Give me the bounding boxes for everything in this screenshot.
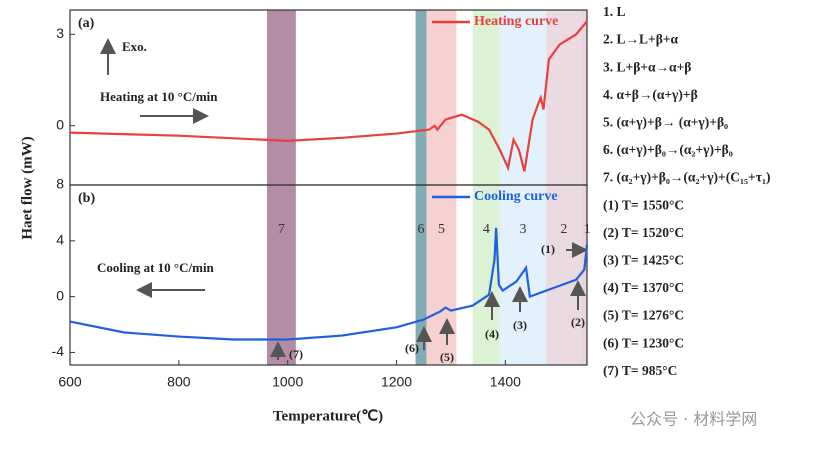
region-label: 3 <box>520 222 527 237</box>
y-tick-label: 4 <box>56 232 64 248</box>
marker-label: (2) <box>571 315 585 329</box>
region-label: 5 <box>438 222 445 237</box>
annotation: Cooling at 10 °C/min <box>97 260 215 275</box>
phase-list-item: (4) T= 1370°C <box>603 280 684 295</box>
region-label: 7 <box>278 222 285 237</box>
annotation: Heating at 10 °C/min <box>100 89 218 104</box>
region-label: 4 <box>483 222 490 237</box>
phase-list-item: (2) T= 1520°C <box>603 225 684 240</box>
phase-list-item: 4. α+β→(α+γ)+β <box>603 87 698 102</box>
x-tick-label: 800 <box>167 374 191 390</box>
x-axis-label: Temperature(℃) <box>273 408 383 424</box>
legend-label: Heating curve <box>474 14 558 29</box>
x-tick-label: 1000 <box>272 374 303 390</box>
y-tick-label: 0 <box>56 116 64 132</box>
x-tick-label: 600 <box>58 374 82 390</box>
watermark: 公众号 · 材料学网 <box>630 410 757 429</box>
marker-label: (5) <box>440 350 454 364</box>
phase-region <box>267 10 296 365</box>
marker-label: (4) <box>485 327 499 341</box>
phase-region <box>499 10 547 365</box>
phase-list-item: (5) T= 1276°C <box>603 308 684 323</box>
phase-list-item: (7) T= 985°C <box>603 363 677 378</box>
marker-label: (6) <box>405 341 419 355</box>
y-axis-label: Haet flow (mW) <box>19 136 35 239</box>
phase-region <box>426 10 457 365</box>
phase-list-item: 1. L <box>603 4 626 19</box>
phase-list-item: (6) T= 1230°C <box>603 335 684 350</box>
phase-region <box>415 10 427 365</box>
region-label: 6 <box>418 222 425 237</box>
phase-region <box>581 10 587 365</box>
y-tick-label: -4 <box>52 343 65 359</box>
phase-list-item: 6. (α+γ)+β₀→(α₂+γ)+β₀ <box>603 142 733 157</box>
phase-list-item: 7. (α₂+γ)+β₀→(α₂+γ)+(C₁₅+τ₁) <box>603 170 771 185</box>
plot-frame <box>69 184 588 366</box>
region-label: 2 <box>560 222 567 237</box>
annotation: Exo. <box>122 39 147 54</box>
y-tick-label: 0 <box>56 287 64 303</box>
phase-region <box>472 10 500 365</box>
marker-label: (1) <box>541 242 555 256</box>
phase-list-item: 3. L+β+α→α+β <box>603 59 691 74</box>
legend-label: Cooling curve <box>474 189 558 204</box>
phase-list-item: 2. L→L+β+α <box>603 32 679 47</box>
panel-label: (a) <box>78 16 95 31</box>
phase-list-item: (3) T= 1425°C <box>603 252 684 267</box>
marker-label: (3) <box>513 318 527 332</box>
y-tick-label: 3 <box>56 25 64 41</box>
phase-list-item: 5. (α+γ)+β→ (α+γ)+β₀ <box>603 114 728 129</box>
curve <box>69 20 588 172</box>
panel-label: (b) <box>78 191 95 206</box>
marker-label: (7) <box>289 347 303 361</box>
phase-region <box>546 10 582 365</box>
curve <box>69 227 589 341</box>
x-tick-label: 1200 <box>381 374 412 390</box>
phase-list-item: (1) T= 1550°C <box>603 197 684 212</box>
x-tick-label: 1400 <box>490 374 521 390</box>
y-tick-label: 8 <box>56 176 64 192</box>
